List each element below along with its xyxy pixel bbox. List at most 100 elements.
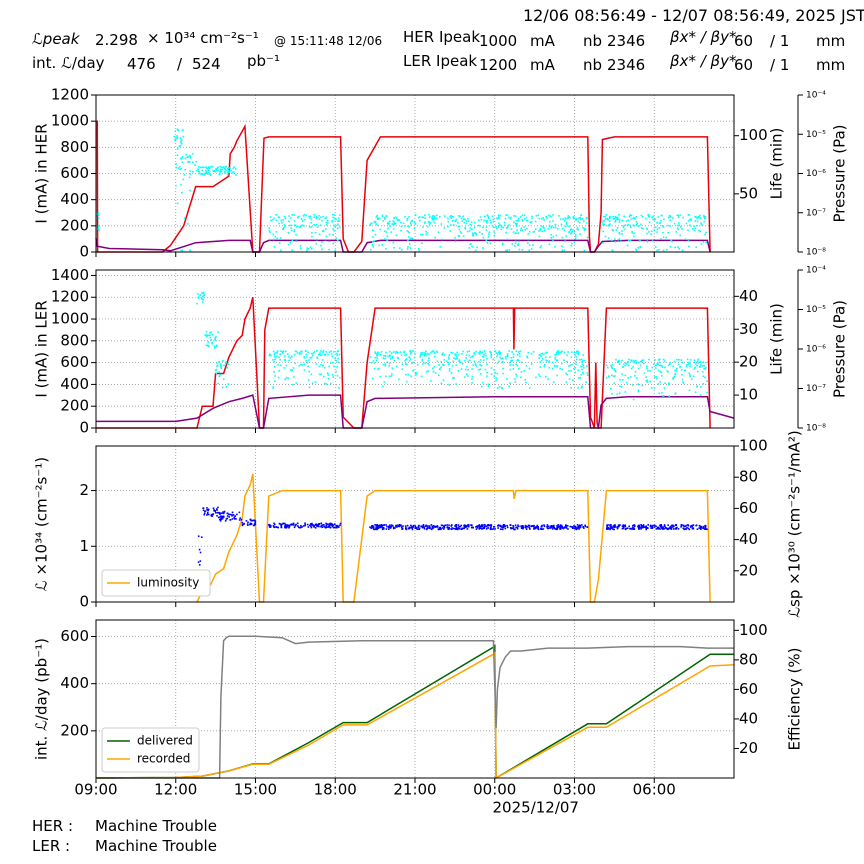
pressure-point: [202, 295, 204, 298]
specific-point: [563, 526, 566, 528]
pressure-point: [656, 228, 659, 231]
pressure-point: [467, 218, 469, 220]
pressure-point: [504, 355, 507, 358]
pressure-point: [568, 225, 570, 228]
pressure-point: [469, 356, 472, 359]
pressure-point: [273, 371, 275, 373]
pressure-point: [530, 221, 533, 223]
specific-point: [670, 525, 672, 528]
pressure-point: [207, 166, 210, 168]
pressure-point: [513, 221, 515, 224]
pressure-point: [414, 372, 417, 375]
specific-point: [223, 510, 226, 513]
pressure-point: [291, 239, 294, 242]
pressure-point: [274, 356, 277, 359]
pressure-point: [605, 376, 608, 379]
y-tick-label: 400: [60, 190, 89, 208]
pressure-point: [544, 352, 547, 354]
specific-point: [622, 527, 625, 530]
pressure-point: [210, 165, 213, 168]
pressure-point: [537, 214, 540, 217]
specific-point: [613, 524, 616, 527]
pressure-point: [393, 217, 395, 219]
pressure-point: [305, 350, 307, 352]
specific-point: [665, 527, 667, 529]
y-tick-label: 1400: [51, 266, 89, 284]
pressure-point: [524, 228, 526, 231]
specific-point: [220, 518, 222, 520]
specific-point: [651, 525, 653, 528]
pressure-point: [584, 228, 587, 230]
specific-point: [249, 523, 251, 526]
specific-point: [658, 527, 660, 530]
pressure-point: [516, 359, 518, 362]
pressure-point: [184, 157, 187, 160]
specific-point: [559, 524, 562, 526]
pressure-point: [375, 223, 377, 225]
specific-point: [542, 528, 545, 530]
pressure-point: [270, 219, 272, 222]
pressure-point: [498, 224, 501, 226]
pressure-point: [468, 230, 471, 232]
pressure-point: [471, 378, 473, 380]
pressure-point: [680, 226, 682, 228]
pressure-point: [201, 298, 204, 300]
specific-point: [219, 513, 221, 516]
pressure-point: [465, 357, 468, 359]
pressure-point: [547, 214, 550, 217]
specific-point: [388, 528, 390, 530]
pressure-point: [209, 174, 212, 177]
pressure-point: [602, 223, 604, 226]
pressure-point: [539, 375, 541, 378]
pressure-point: [676, 367, 678, 370]
pressure-point: [436, 351, 439, 354]
y2-axis-label: Life (min): [768, 303, 786, 375]
specific-point: [334, 526, 337, 529]
pressure-point: [395, 352, 397, 354]
pressure-point: [387, 227, 389, 230]
pressure-point: [469, 227, 472, 230]
pressure-point: [273, 360, 276, 363]
pressure-point: [602, 215, 605, 218]
pressure-point: [406, 219, 408, 221]
pressure-point: [688, 389, 691, 392]
specific-point: [611, 528, 614, 530]
specific-point: [330, 522, 332, 525]
pressure-point: [402, 222, 405, 225]
pressure-point: [466, 230, 469, 233]
pressure-point: [289, 369, 292, 371]
specific-point: [698, 527, 701, 529]
pressure-point: [207, 169, 210, 171]
pressure-point: [329, 382, 332, 385]
pressure-point: [696, 364, 699, 367]
specific-point: [521, 526, 524, 528]
pressure-point: [450, 224, 452, 226]
pressure-point: [310, 218, 313, 221]
pressure-point: [694, 391, 697, 393]
pressure-point: [699, 214, 701, 217]
pressure-point: [658, 227, 661, 229]
pressure-point: [568, 378, 571, 381]
specific-point: [399, 525, 402, 527]
pressure-point: [189, 170, 191, 172]
specific-point: [548, 527, 551, 529]
pressure-point: [272, 350, 275, 353]
y-tick-label: 1: [79, 537, 89, 555]
pressure-point: [648, 221, 651, 224]
pressure-point: [692, 375, 695, 378]
specific-point: [513, 528, 516, 531]
specific-point: [225, 518, 228, 520]
specific-point: [500, 526, 503, 528]
pressure-point: [408, 356, 410, 358]
pressure-point: [421, 233, 424, 236]
pressure-point: [658, 392, 660, 395]
pressure-point: [515, 350, 518, 353]
pressure-point: [406, 363, 408, 366]
pressure-point: [295, 382, 298, 384]
pressure-point: [188, 176, 191, 179]
pressure-point: [295, 240, 298, 243]
specific-point: [476, 525, 479, 528]
pressure-point: [552, 226, 555, 229]
y-tick-label: 1000: [51, 112, 89, 130]
pressure-point: [641, 384, 644, 387]
